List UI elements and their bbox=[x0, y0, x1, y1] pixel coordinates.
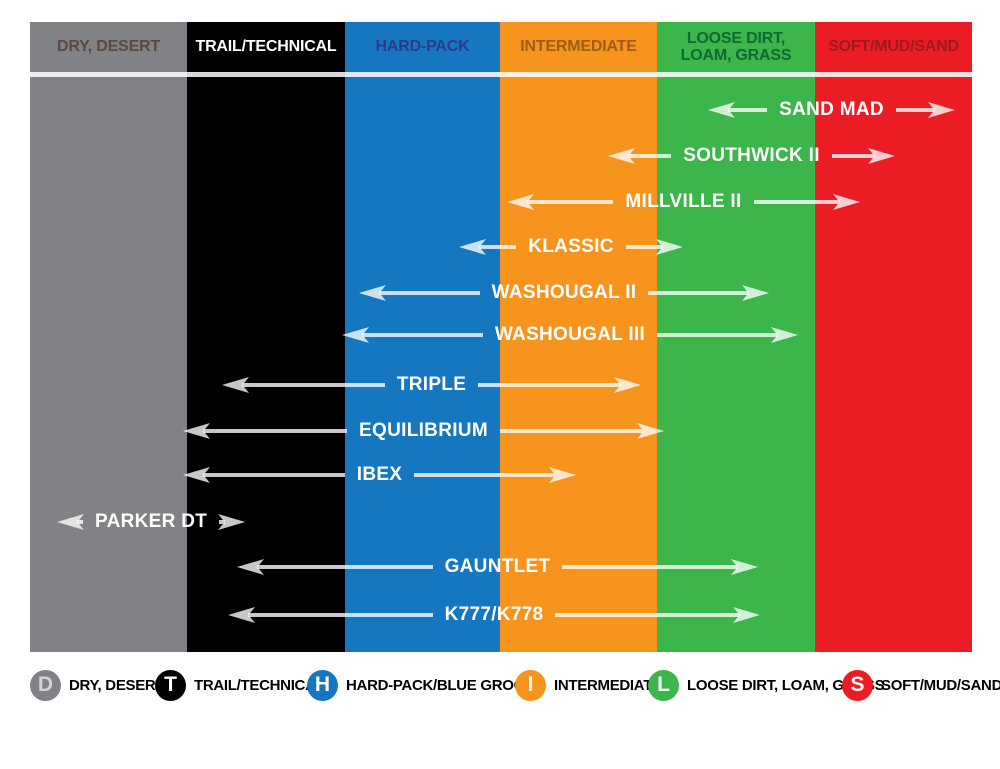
tire-range-row-gauntlet: GAUNTLET bbox=[237, 554, 758, 580]
tire-range-row-ibex: IBEX bbox=[183, 462, 577, 488]
column-header-trail-technical: TRAIL/TECHNICAL bbox=[195, 38, 337, 56]
arrow-shaft bbox=[499, 429, 644, 433]
tire-range-row-sand-mad: SAND MAD bbox=[708, 97, 956, 123]
tire-label-equilibrium: EQUILIBRIUM bbox=[359, 420, 488, 441]
tire-label-ibex: IBEX bbox=[356, 464, 403, 485]
arrow-shaft bbox=[257, 565, 433, 569]
tire-label-parker-dt: PARKER DT bbox=[95, 511, 208, 532]
tire-range-row-washougal-iii: WASHOUGAL III bbox=[342, 322, 798, 348]
legend-item-soft-mud-sand: S SOFT/MUD/SAND bbox=[842, 669, 1000, 701]
arrow-shaft bbox=[203, 473, 345, 477]
arrow-shaft bbox=[414, 473, 557, 477]
arrow-shaft bbox=[219, 520, 226, 524]
arrow-shaft bbox=[527, 200, 614, 204]
tire-label-gauntlet: GAUNTLET bbox=[444, 556, 551, 577]
tire-label-triple: TRIPLE bbox=[396, 374, 467, 395]
arrow-shaft bbox=[562, 565, 738, 569]
tire-range-row-klassic: KLASSIC bbox=[459, 234, 683, 260]
arrow-shaft bbox=[895, 108, 936, 112]
arrow-shaft bbox=[728, 108, 768, 112]
legend-label-loose-dirt-loam-grass: LOOSE DIRT, LOAM, GRASS bbox=[687, 676, 885, 694]
arrow-shaft bbox=[479, 245, 517, 249]
legend-label-intermediate: INTERMEDIATE bbox=[554, 676, 662, 694]
legend-circle-d-icon: D bbox=[30, 669, 61, 701]
tire-label-sand-mad: SAND MAD bbox=[779, 99, 884, 120]
terrain-column-trail-technical: TRAIL/TECHNICAL bbox=[187, 22, 345, 652]
tire-label-klassic: KLASSIC bbox=[528, 236, 614, 257]
arrow-shaft bbox=[657, 333, 778, 337]
terrain-columns-chart: DRY, DESERT TRAIL/TECHNICAL HARD-PACK INTER… bbox=[30, 22, 972, 652]
column-header-loose-dirt-loam-grass: LOOSE DIRT, LOAM, GRASS bbox=[680, 29, 792, 64]
legend-circle-s-icon: S bbox=[842, 669, 873, 701]
column-header-dry-desert: DRY, DESERT bbox=[56, 38, 160, 56]
legend-label-hard-pack-blue-groove: HARD-PACK/BLUE GROOVE bbox=[346, 676, 545, 694]
tire-range-row-triple: TRIPLE bbox=[222, 372, 642, 398]
legend-circle-i-icon: I bbox=[515, 669, 546, 701]
tire-range-row-southwick-ii: SOUTHWICK II bbox=[608, 143, 895, 169]
tire-range-row-millville-ii: MILLVILLE II bbox=[507, 189, 860, 215]
header-separator-line bbox=[30, 72, 972, 77]
arrow-shaft bbox=[362, 333, 483, 337]
legend-label-soft-mud-sand: SOFT/MUD/SAND bbox=[881, 676, 1000, 694]
terrain-column-intermediate: INTERMEDIATE bbox=[500, 22, 657, 652]
legend-item-loose-dirt-loam-grass: L LOOSE DIRT, LOAM, GRASS bbox=[648, 669, 885, 701]
tire-label-southwick-ii: SOUTHWICK II bbox=[683, 145, 820, 166]
legend-item-intermediate: I INTERMEDIATE bbox=[515, 669, 662, 701]
arrow-shaft bbox=[379, 291, 480, 295]
legend-circle-t-icon: T bbox=[155, 669, 186, 701]
arrow-shaft bbox=[625, 245, 663, 249]
arrow-shaft bbox=[77, 520, 83, 524]
legend-item-dry-desert: D DRY, DESERT bbox=[30, 669, 165, 701]
arrow-shaft bbox=[648, 291, 750, 295]
legend-item-trail-technical: T TRAIL/TECHNICAL bbox=[155, 669, 325, 701]
arrow-shaft bbox=[555, 613, 741, 617]
tire-label-millville-ii: MILLVILLE II bbox=[625, 191, 742, 212]
legend-circle-l-icon: L bbox=[648, 669, 679, 701]
terrain-column-hard-pack: HARD-PACK bbox=[345, 22, 500, 652]
legend-circle-h-icon: H bbox=[307, 669, 338, 701]
legend-item-hard-pack-blue-groove: H HARD-PACK/BLUE GROOVE bbox=[307, 669, 545, 701]
terrain-column-soft-mud-sand: SOFT/MUD/SAND bbox=[815, 22, 972, 652]
tire-label-washougal-iii: WASHOUGAL III bbox=[494, 324, 646, 345]
terrain-column-dry-desert: DRY, DESERT bbox=[30, 22, 187, 652]
tire-range-row-equilibrium: EQUILIBRIUM bbox=[183, 418, 664, 444]
column-header-intermediate: INTERMEDIATE bbox=[520, 38, 637, 56]
tire-label-k777-k778: K777/K778 bbox=[444, 604, 544, 625]
legend-label-dry-desert: DRY, DESERT bbox=[69, 676, 165, 694]
tire-range-row-washougal-ii: WASHOUGAL II bbox=[359, 280, 770, 306]
tire-range-row-parker-dt: PARKER DT bbox=[57, 509, 246, 535]
arrow-shaft bbox=[628, 154, 672, 158]
terrain-legend: D DRY, DESERT T TRAIL/TECHNICAL H HARD-PACK/B… bbox=[0, 669, 1000, 703]
tire-label-washougal-ii: WASHOUGAL II bbox=[491, 282, 637, 303]
column-header-soft-mud-sand: SOFT/MUD/SAND bbox=[828, 38, 959, 56]
column-header-hard-pack: HARD-PACK bbox=[375, 38, 470, 56]
arrow-shaft bbox=[248, 613, 433, 617]
legend-label-trail-technical: TRAIL/TECHNICAL bbox=[194, 676, 325, 694]
arrow-shaft bbox=[242, 383, 385, 387]
arrow-shaft bbox=[831, 154, 875, 158]
tire-range-row-k777-k778: K777/K778 bbox=[228, 602, 761, 628]
arrow-shaft bbox=[478, 383, 622, 387]
arrow-shaft bbox=[203, 429, 348, 433]
arrow-shaft bbox=[753, 200, 840, 204]
